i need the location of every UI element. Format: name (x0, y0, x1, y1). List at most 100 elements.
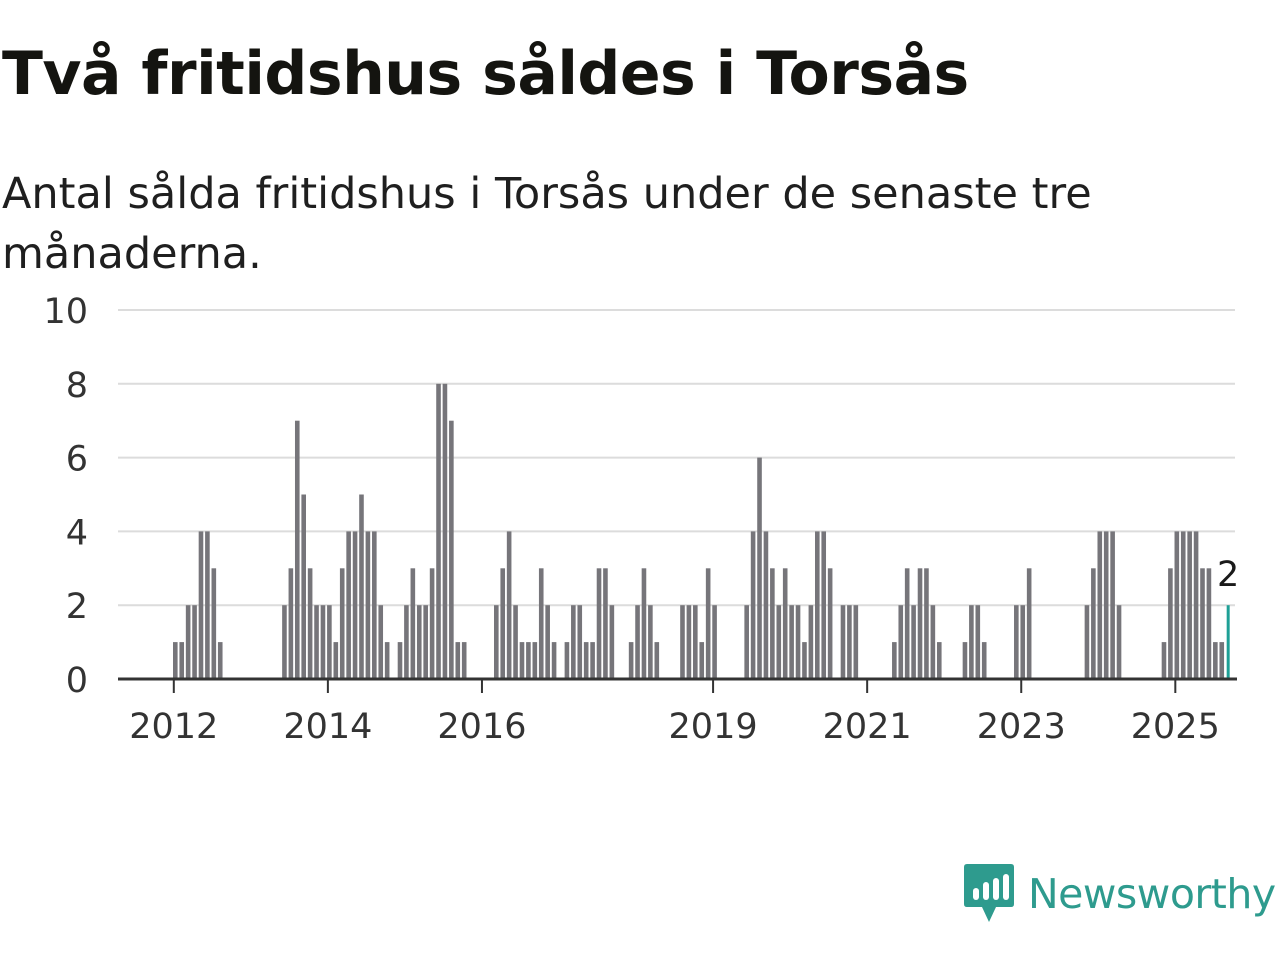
x-tick-label: 2014 (283, 707, 372, 747)
bar (628, 642, 634, 679)
bar (333, 642, 339, 679)
bar (494, 605, 499, 679)
bar (217, 642, 223, 679)
bar (641, 568, 647, 679)
highlight-value-label: 2 (1217, 555, 1239, 595)
bar (1187, 531, 1192, 679)
chart-title: Två fritidshus såldes i Torsås (2, 39, 969, 109)
y-tick-label: 4 (66, 513, 88, 553)
bar (936, 642, 942, 679)
bar (853, 605, 859, 679)
bar (1097, 531, 1103, 679)
bar (712, 605, 717, 679)
bar (757, 457, 762, 679)
bar (930, 605, 936, 679)
bar (359, 494, 364, 679)
bar (911, 605, 916, 679)
bar (294, 420, 300, 679)
x-tick-label: 2021 (823, 707, 912, 747)
brand-logo: Newsworthy (964, 864, 1276, 924)
bar (577, 605, 583, 679)
bar (404, 605, 409, 679)
bar (904, 568, 910, 679)
bar (526, 642, 531, 679)
bar (320, 605, 326, 679)
bar (384, 642, 390, 679)
bar (500, 568, 506, 679)
bar (185, 605, 191, 679)
bar (840, 605, 846, 679)
bar (1219, 642, 1225, 679)
bar (397, 642, 403, 679)
bar (288, 568, 294, 679)
bar (1200, 568, 1205, 679)
bar (423, 605, 428, 679)
bar (699, 642, 705, 679)
bar (1193, 531, 1199, 679)
bar (551, 642, 557, 679)
bar (455, 642, 461, 679)
bar (693, 605, 698, 679)
bar (590, 642, 595, 679)
bar (808, 605, 814, 679)
y-tick-label: 6 (66, 440, 88, 480)
bar (192, 605, 197, 679)
bar (680, 605, 685, 679)
bar (609, 605, 615, 679)
x-tick-label: 2019 (669, 707, 758, 747)
bar (346, 531, 351, 679)
bar (648, 605, 653, 679)
bar (506, 531, 512, 679)
x-tick-label: 2023 (977, 707, 1066, 747)
bar (211, 568, 217, 679)
chart-subtitle: Antal sålda fritidshus i Torsås under de… (2, 169, 1092, 279)
bar (365, 531, 371, 679)
bar (1116, 605, 1122, 679)
bar (339, 568, 345, 679)
bar (802, 642, 807, 679)
bar (750, 531, 756, 679)
bar (378, 605, 384, 679)
bar (1161, 642, 1167, 679)
bar (770, 568, 775, 679)
bar (513, 605, 518, 679)
bar (410, 568, 416, 679)
brand-name: Newsworthy (1028, 870, 1276, 918)
bar (924, 568, 929, 679)
bar (686, 605, 692, 679)
x-tick-label: 2025 (1131, 707, 1220, 747)
bar (654, 642, 660, 679)
bar (776, 605, 782, 679)
y-tick-label: 2 (66, 587, 88, 627)
bar (1084, 605, 1090, 679)
bar (795, 605, 801, 679)
bar (416, 605, 422, 679)
bar (1020, 605, 1026, 679)
bar (1174, 531, 1180, 679)
bar-highlight (1226, 605, 1230, 679)
bar (327, 605, 332, 679)
y-tick-label: 10 (43, 292, 88, 332)
bar (969, 605, 974, 679)
bar-chart: 0 2 4 6 8 10 2 2012 2014 2016 2019 2021 2023 2025 (43, 292, 1239, 747)
bar (372, 531, 377, 679)
bar (179, 642, 185, 679)
bars: 2 (173, 383, 1239, 679)
bar (583, 642, 589, 679)
bar (975, 605, 981, 679)
bar (461, 642, 467, 679)
bar (571, 605, 576, 679)
y-tick-label: 0 (66, 661, 88, 701)
bar (705, 568, 711, 679)
bar (314, 605, 319, 679)
bar (1103, 531, 1109, 679)
bar (789, 605, 794, 679)
bar (1014, 605, 1019, 679)
bar (301, 494, 306, 679)
bar (352, 531, 358, 679)
x-tick-label: 2016 (437, 707, 526, 747)
bar (205, 531, 210, 679)
bar (442, 383, 448, 679)
bar (827, 568, 833, 679)
bar (436, 383, 441, 679)
